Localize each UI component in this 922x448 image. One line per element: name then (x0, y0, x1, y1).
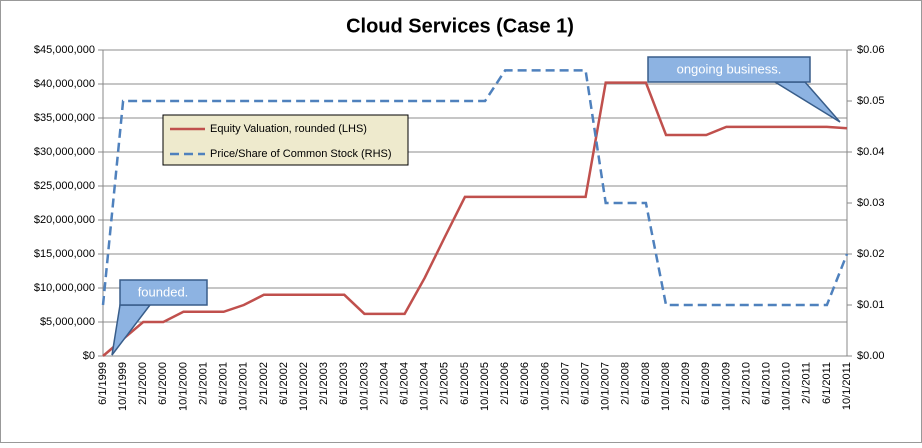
x-tick-label: 10/1/2001 (238, 362, 250, 411)
y-tick-label: $40,000,000 (34, 78, 95, 90)
x-tick-label: 6/1/2005 (459, 362, 471, 405)
chart-title: Cloud Services (Case 1) (346, 15, 574, 37)
x-tick-label: 2/1/2000 (137, 362, 149, 405)
x-tick-label: 6/1/2007 (580, 362, 592, 405)
y2-tick-label: $0.06 (857, 44, 885, 56)
x-tick-label: 10/1/2003 (358, 362, 370, 411)
x-tick-label: 2/1/2001 (197, 362, 209, 405)
x-tick-label: 2/1/2006 (499, 362, 511, 405)
overlay: founded. ongoing business. Equity Valuat… (111, 56, 841, 356)
y2-tick-label: $0.05 (857, 95, 885, 107)
x-tick-label: 10/1/2009 (720, 362, 732, 411)
x-tick-label: 6/1/2001 (218, 362, 230, 405)
x-tick-label: 10/1/1999 (117, 362, 129, 411)
x-tick-label: 10/1/2002 (298, 362, 310, 411)
x-tick-label: 2/1/2011 (801, 362, 813, 404)
x-tick-label: 6/1/2000 (157, 362, 169, 405)
x-tick-label: 2/1/2003 (318, 362, 330, 405)
y2-tick-label: $0.01 (857, 299, 885, 311)
x-tick-label: 2/1/2004 (378, 362, 390, 405)
x-tick-label: 10/1/2007 (600, 362, 612, 411)
legend-label: Price/Share of Common Stock (RHS) (210, 148, 392, 160)
x-tick-label: 2/1/2007 (559, 362, 571, 405)
x-tick-label: 6/1/2004 (399, 362, 411, 405)
callout-box (647, 56, 811, 83)
y2-tick-label: $0.03 (857, 197, 885, 209)
x-tick-label: 10/1/2008 (660, 362, 672, 411)
plot-area: $0 $5,000,000 $10,000,000 $15,000,000 $20,00… (34, 44, 885, 411)
x-tick-label: 6/1/1999 (97, 362, 109, 405)
x-tick-label: 2/1/2010 (740, 362, 752, 405)
y-tick-label: $20,000,000 (34, 214, 95, 226)
series-line (101, 69, 849, 307)
callout-box (119, 279, 208, 306)
y-tick-label: $0 (83, 350, 95, 362)
y-tick-label: $15,000,000 (34, 248, 95, 260)
legend-label: Equity Valuation, rounded (LHS) (210, 123, 367, 135)
x-tick-label: 10/1/2000 (177, 362, 189, 411)
x-tick-label: 6/1/2008 (640, 362, 652, 405)
x-tick-label: 10/1/2005 (479, 362, 491, 411)
x-tick-label: 10/1/2006 (539, 362, 551, 411)
x-tick-label: 6/1/2009 (700, 362, 712, 405)
x-tick-label: 6/1/2010 (760, 362, 772, 405)
x-tick-label: 2/1/2009 (680, 362, 692, 405)
x-tick-label: 10/1/2010 (781, 362, 793, 411)
annotation: ongoing business. (677, 61, 782, 76)
x-tick-label: 10/1/2011 (841, 362, 853, 410)
x-tick-label: 6/1/2003 (338, 362, 350, 405)
y-tick-label: $10,000,000 (34, 282, 95, 294)
series-line (102, 81, 848, 357)
x-tick-label: 6/1/2011 (821, 362, 833, 404)
y2-tick-label: $0.02 (857, 248, 885, 260)
x-tick-label: 2/1/2005 (439, 362, 451, 405)
x-tick-label: 2/1/2008 (620, 362, 632, 405)
y-tick-label: $25,000,000 (34, 180, 95, 192)
legend (162, 114, 409, 166)
y-tick-label: $45,000,000 (34, 44, 95, 56)
x-tick-label: 6/1/2006 (519, 362, 531, 405)
y2-tick-label: $0.00 (857, 350, 885, 362)
x-tick-label: 10/1/2004 (419, 362, 431, 411)
x-tick-label: 6/1/2002 (278, 362, 290, 405)
y-tick-label: $35,000,000 (34, 112, 95, 124)
annotation: founded. (138, 284, 189, 299)
y-tick-label: $5,000,000 (40, 316, 95, 328)
y2-tick-label: $0.04 (857, 146, 885, 158)
x-tick-label: 2/1/2002 (258, 362, 270, 405)
y-tick-label: $30,000,000 (34, 146, 95, 158)
